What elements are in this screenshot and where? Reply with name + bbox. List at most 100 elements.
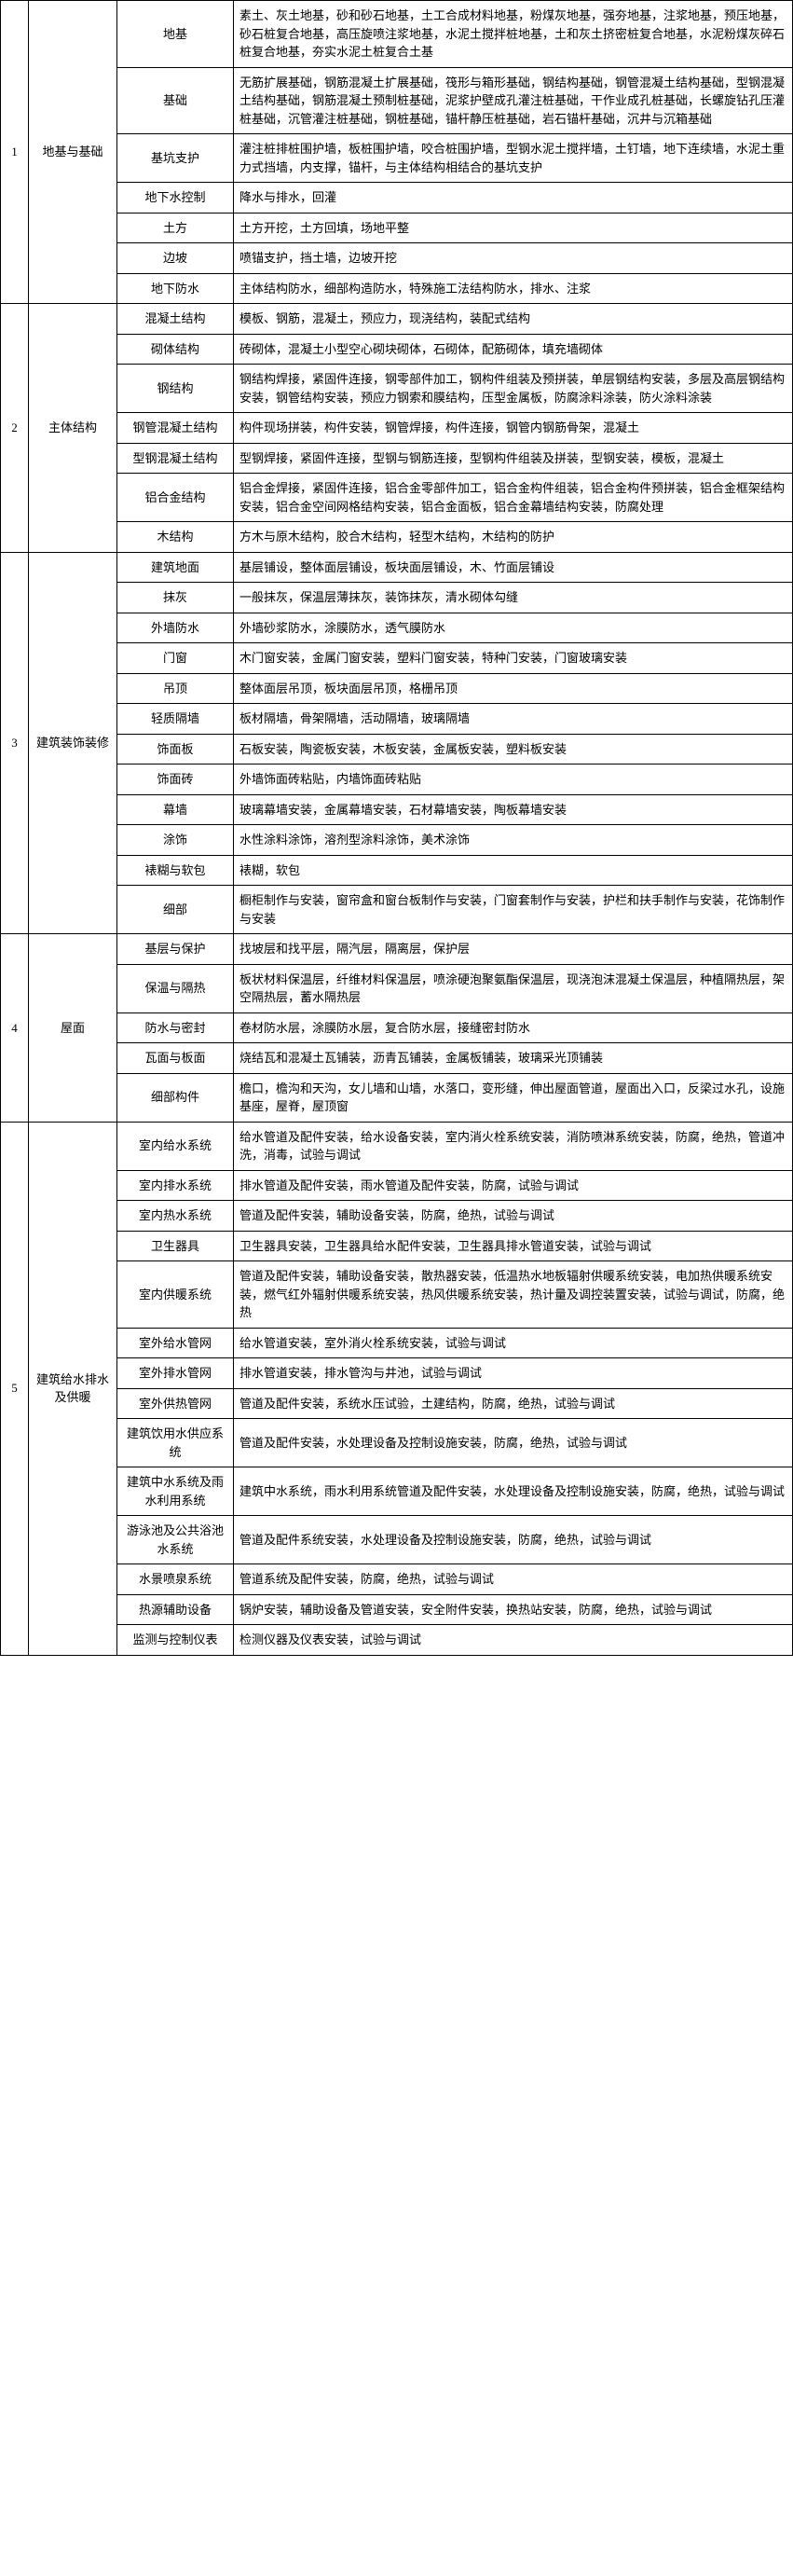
detail-text: 管道及配件系统安装，水处理设备及控制设施安装，防腐，绝热，试验与调试 [234,1516,793,1564]
category-level2: 室内排水系统 [117,1170,234,1201]
detail-text: 方木与原木结构，胶合木结构，轻型木结构，木结构的防护 [234,522,793,553]
category-level2: 基层与保护 [117,934,234,965]
table-row: 建筑饮用水供应系统管道及配件安装，水处理设备及控制设施安装，防腐，绝热，试验与调… [1,1419,793,1467]
table-row: 基坑支护灌注桩排桩围护墙，板桩围护墙，咬合桩围护墙，型钢水泥土搅拌墙，土钉墙，地… [1,134,793,183]
category-level2: 室外给水管网 [117,1328,234,1358]
category-level2: 吊顶 [117,673,234,704]
category-level2: 细部构件 [117,1073,234,1122]
table-row: 钢结构钢结构焊接，紧固件连接，钢零部件加工，钢构件组装及预拼装，单层钢结构安装，… [1,365,793,413]
table-row: 基础无筋扩展基础，钢筋混凝土扩展基础，筏形与箱形基础，钢结构基础，钢管混凝土结构… [1,67,793,134]
table-row: 保温与隔热板状材料保温层，纤维材料保温层，喷涂硬泡聚氨酯保温层，现浇泡沫混凝土保… [1,964,793,1012]
detail-text: 排水管道及配件安装，雨水管道及配件安装，防腐，试验与调试 [234,1170,793,1201]
table-row: 地下水控制降水与排水，回灌 [1,183,793,214]
table-row: 建筑中水系统及雨水利用系统建筑中水系统，雨水利用系统管道及配件安装，水处理设备及… [1,1467,793,1516]
category-level2: 钢结构 [117,365,234,413]
table-row: 瓦面与板面烧结瓦和混凝土瓦铺装，沥青瓦铺装，金属板铺装，玻璃采光顶铺装 [1,1043,793,1074]
detail-text: 铝合金焊接，紧固件连接，铝合金零部件加工，铝合金构件组装，铝合金构件预拼装，铝合… [234,474,793,522]
detail-text: 橱柜制作与安装，窗帘盒和窗台板制作与安装，门窗套制作与安装，护栏和扶手制作与安装… [234,886,793,934]
category-level1: 屋面 [29,934,117,1123]
category-level2: 混凝土结构 [117,304,234,335]
category-level2: 保温与隔热 [117,964,234,1012]
category-level2: 边坡 [117,243,234,274]
category-level2: 卫生器具 [117,1231,234,1261]
detail-text: 模板、钢筋，混凝土，预应力，现浇结构，装配式结构 [234,304,793,335]
detail-text: 管道及配件安装，辅助设备安装，散热器安装，低温热水地板辐射供暖系统安装，电加热供… [234,1261,793,1329]
detail-text: 建筑中水系统，雨水利用系统管道及配件安装，水处理设备及控制设施安装，防腐，绝热，… [234,1467,793,1516]
detail-text: 土方开挖，土方回填，场地平整 [234,213,793,243]
detail-text: 板状材料保温层，纤维材料保温层，喷涂硬泡聚氨酯保温层，现浇泡沫混凝土保温层，种植… [234,964,793,1012]
table-row: 1地基与基础地基素土、灰土地基，砂和砂石地基，土工合成材料地基，粉煤灰地基，强夯… [1,1,793,68]
detail-text: 卷材防水层，涂膜防水层，复合防水层，接缝密封防水 [234,1012,793,1043]
category-level2: 基坑支护 [117,134,234,183]
table-row: 门窗木门窗安装，金属门窗安装，塑料门窗安装，特种门安装，门窗玻璃安装 [1,643,793,674]
section-number: 2 [1,304,29,553]
detail-text: 给水管道及配件安装，给水设备安装，室内消火栓系统安装，消防喷淋系统安装，防腐，绝… [234,1122,793,1170]
detail-text: 整体面层吊顶，板块面层吊顶，格栅吊顶 [234,673,793,704]
detail-text: 管道及配件安装，系统水压试验，土建结构，防腐，绝热，试验与调试 [234,1388,793,1419]
detail-text: 基层铺设，整体面层铺设，板块面层铺设，木、竹面层铺设 [234,552,793,583]
detail-text: 钢结构焊接，紧固件连接，钢零部件加工，钢构件组装及预拼装，单层钢结构安装，多层及… [234,365,793,413]
category-level2: 水景喷泉系统 [117,1564,234,1595]
category-level2: 门窗 [117,643,234,674]
table-row: 热源辅助设备锅炉安装，辅助设备及管道安装，安全附件安装，换热站安装，防腐，绝热，… [1,1594,793,1625]
detail-text: 素土、灰土地基，砂和砂石地基，土工合成材料地基，粉煤灰地基，强夯地基，注浆地基，… [234,1,793,68]
table-row: 室外给水管网给水管道安装，室外消火栓系统安装，试验与调试 [1,1328,793,1358]
detail-text: 找坡层和找平层，隔汽层，隔离层，保护层 [234,934,793,965]
detail-text: 给水管道安装，室外消火栓系统安装，试验与调试 [234,1328,793,1358]
category-level1: 建筑给水排水及供暖 [29,1122,117,1655]
detail-text: 管道系统及配件安装，防腐，绝热，试验与调试 [234,1564,793,1595]
category-level2: 轻质隔墙 [117,704,234,735]
category-level2: 室外供热管网 [117,1388,234,1419]
detail-text: 外墙饰面砖粘贴，内墙饰面砖粘贴 [234,765,793,795]
category-level1: 建筑装饰装修 [29,552,117,934]
table-row: 细部橱柜制作与安装，窗帘盒和窗台板制作与安装，门窗套制作与安装，护栏和扶手制作与… [1,886,793,934]
classification-table: 1地基与基础地基素土、灰土地基，砂和砂石地基，土工合成材料地基，粉煤灰地基，强夯… [0,0,793,1656]
detail-text: 灌注桩排桩围护墙，板桩围护墙，咬合桩围护墙，型钢水泥土搅拌墙，土钉墙，地下连续墙… [234,134,793,183]
table-row: 地下防水主体结构防水，细部构造防水，特殊施工法结构防水，排水、注浆 [1,273,793,304]
table-row: 室外排水管网排水管道安装，排水管沟与井池，试验与调试 [1,1358,793,1389]
section-number: 5 [1,1122,29,1655]
detail-text: 管道及配件安装，辅助设备安装，防腐，绝热，试验与调试 [234,1201,793,1232]
table-row: 防水与密封卷材防水层，涂膜防水层，复合防水层，接缝密封防水 [1,1012,793,1043]
category-level2: 型钢混凝土结构 [117,443,234,474]
table-row: 3建筑装饰装修建筑地面基层铺设，整体面层铺设，板块面层铺设，木、竹面层铺设 [1,552,793,583]
table-row: 室外供热管网管道及配件安装，系统水压试验，土建结构，防腐，绝热，试验与调试 [1,1388,793,1419]
detail-text: 板材隔墙，骨架隔墙，活动隔墙，玻璃隔墙 [234,704,793,735]
table-row: 轻质隔墙板材隔墙，骨架隔墙，活动隔墙，玻璃隔墙 [1,704,793,735]
table-row: 幕墙玻璃幕墙安装，金属幕墙安装，石材幕墙安装，陶板幕墙安装 [1,794,793,825]
detail-text: 型钢焊接，紧固件连接，型钢与钢筋连接，型钢构件组装及拼装，型钢安装，模板，混凝土 [234,443,793,474]
category-level2: 室外排水管网 [117,1358,234,1389]
section-number: 4 [1,934,29,1123]
category-level2: 室内给水系统 [117,1122,234,1170]
table-row: 游泳池及公共浴池水系统管道及配件系统安装，水处理设备及控制设施安装，防腐，绝热，… [1,1516,793,1564]
table-row: 室内排水系统排水管道及配件安装，雨水管道及配件安装，防腐，试验与调试 [1,1170,793,1201]
detail-text: 无筋扩展基础，钢筋混凝土扩展基础，筏形与箱形基础，钢结构基础，钢管混凝土结构基础… [234,67,793,134]
table-row: 细部构件檐口，檐沟和天沟，女儿墙和山墙，水落口，变形缝，伸出屋面管道，屋面出入口… [1,1073,793,1122]
detail-text: 检测仪器及仪表安装，试验与调试 [234,1625,793,1656]
category-level2: 饰面板 [117,734,234,765]
category-level2: 地基 [117,1,234,68]
table-row: 涂饰水性涂料涂饰，溶剂型涂料涂饰，美术涂饰 [1,825,793,856]
table-row: 饰面砖外墙饰面砖粘贴，内墙饰面砖粘贴 [1,765,793,795]
detail-text: 石板安装，陶瓷板安装，木板安装，金属板安装，塑料板安装 [234,734,793,765]
table-row: 室内供暖系统管道及配件安装，辅助设备安装，散热器安装，低温热水地板辐射供暖系统安… [1,1261,793,1329]
category-level2: 室内热水系统 [117,1201,234,1232]
table-row: 室内热水系统管道及配件安装，辅助设备安装，防腐，绝热，试验与调试 [1,1201,793,1232]
category-level2: 涂饰 [117,825,234,856]
category-level1: 主体结构 [29,304,117,553]
detail-text: 玻璃幕墙安装，金属幕墙安装，石材幕墙安装，陶板幕墙安装 [234,794,793,825]
category-level2: 外墙防水 [117,613,234,643]
table-row: 吊顶整体面层吊顶，板块面层吊顶，格栅吊顶 [1,673,793,704]
category-level2: 监测与控制仪表 [117,1625,234,1656]
category-level2: 饰面砖 [117,765,234,795]
detail-text: 一般抹灰，保温层薄抹灰，装饰抹灰，清水砌体勾缝 [234,583,793,613]
table-row: 铝合金结构铝合金焊接，紧固件连接，铝合金零部件加工，铝合金构件组装，铝合金构件预… [1,474,793,522]
detail-text: 构件现场拼装，构件安装，钢管焊接，构件连接，钢管内钢筋骨架，混凝土 [234,413,793,444]
table-row: 钢管混凝土结构构件现场拼装，构件安装，钢管焊接，构件连接，钢管内钢筋骨架，混凝土 [1,413,793,444]
section-number: 1 [1,1,29,304]
category-level2: 裱糊与软包 [117,855,234,886]
table-row: 边坡喷锚支护，挡土墙，边坡开挖 [1,243,793,274]
table-row: 砌体结构砖砌体，混凝土小型空心砌块砌体，石砌体，配筋砌体，填充墙砌体 [1,334,793,365]
table-row: 土方土方开挖，土方回填，场地平整 [1,213,793,243]
detail-text: 水性涂料涂饰，溶剂型涂料涂饰，美术涂饰 [234,825,793,856]
